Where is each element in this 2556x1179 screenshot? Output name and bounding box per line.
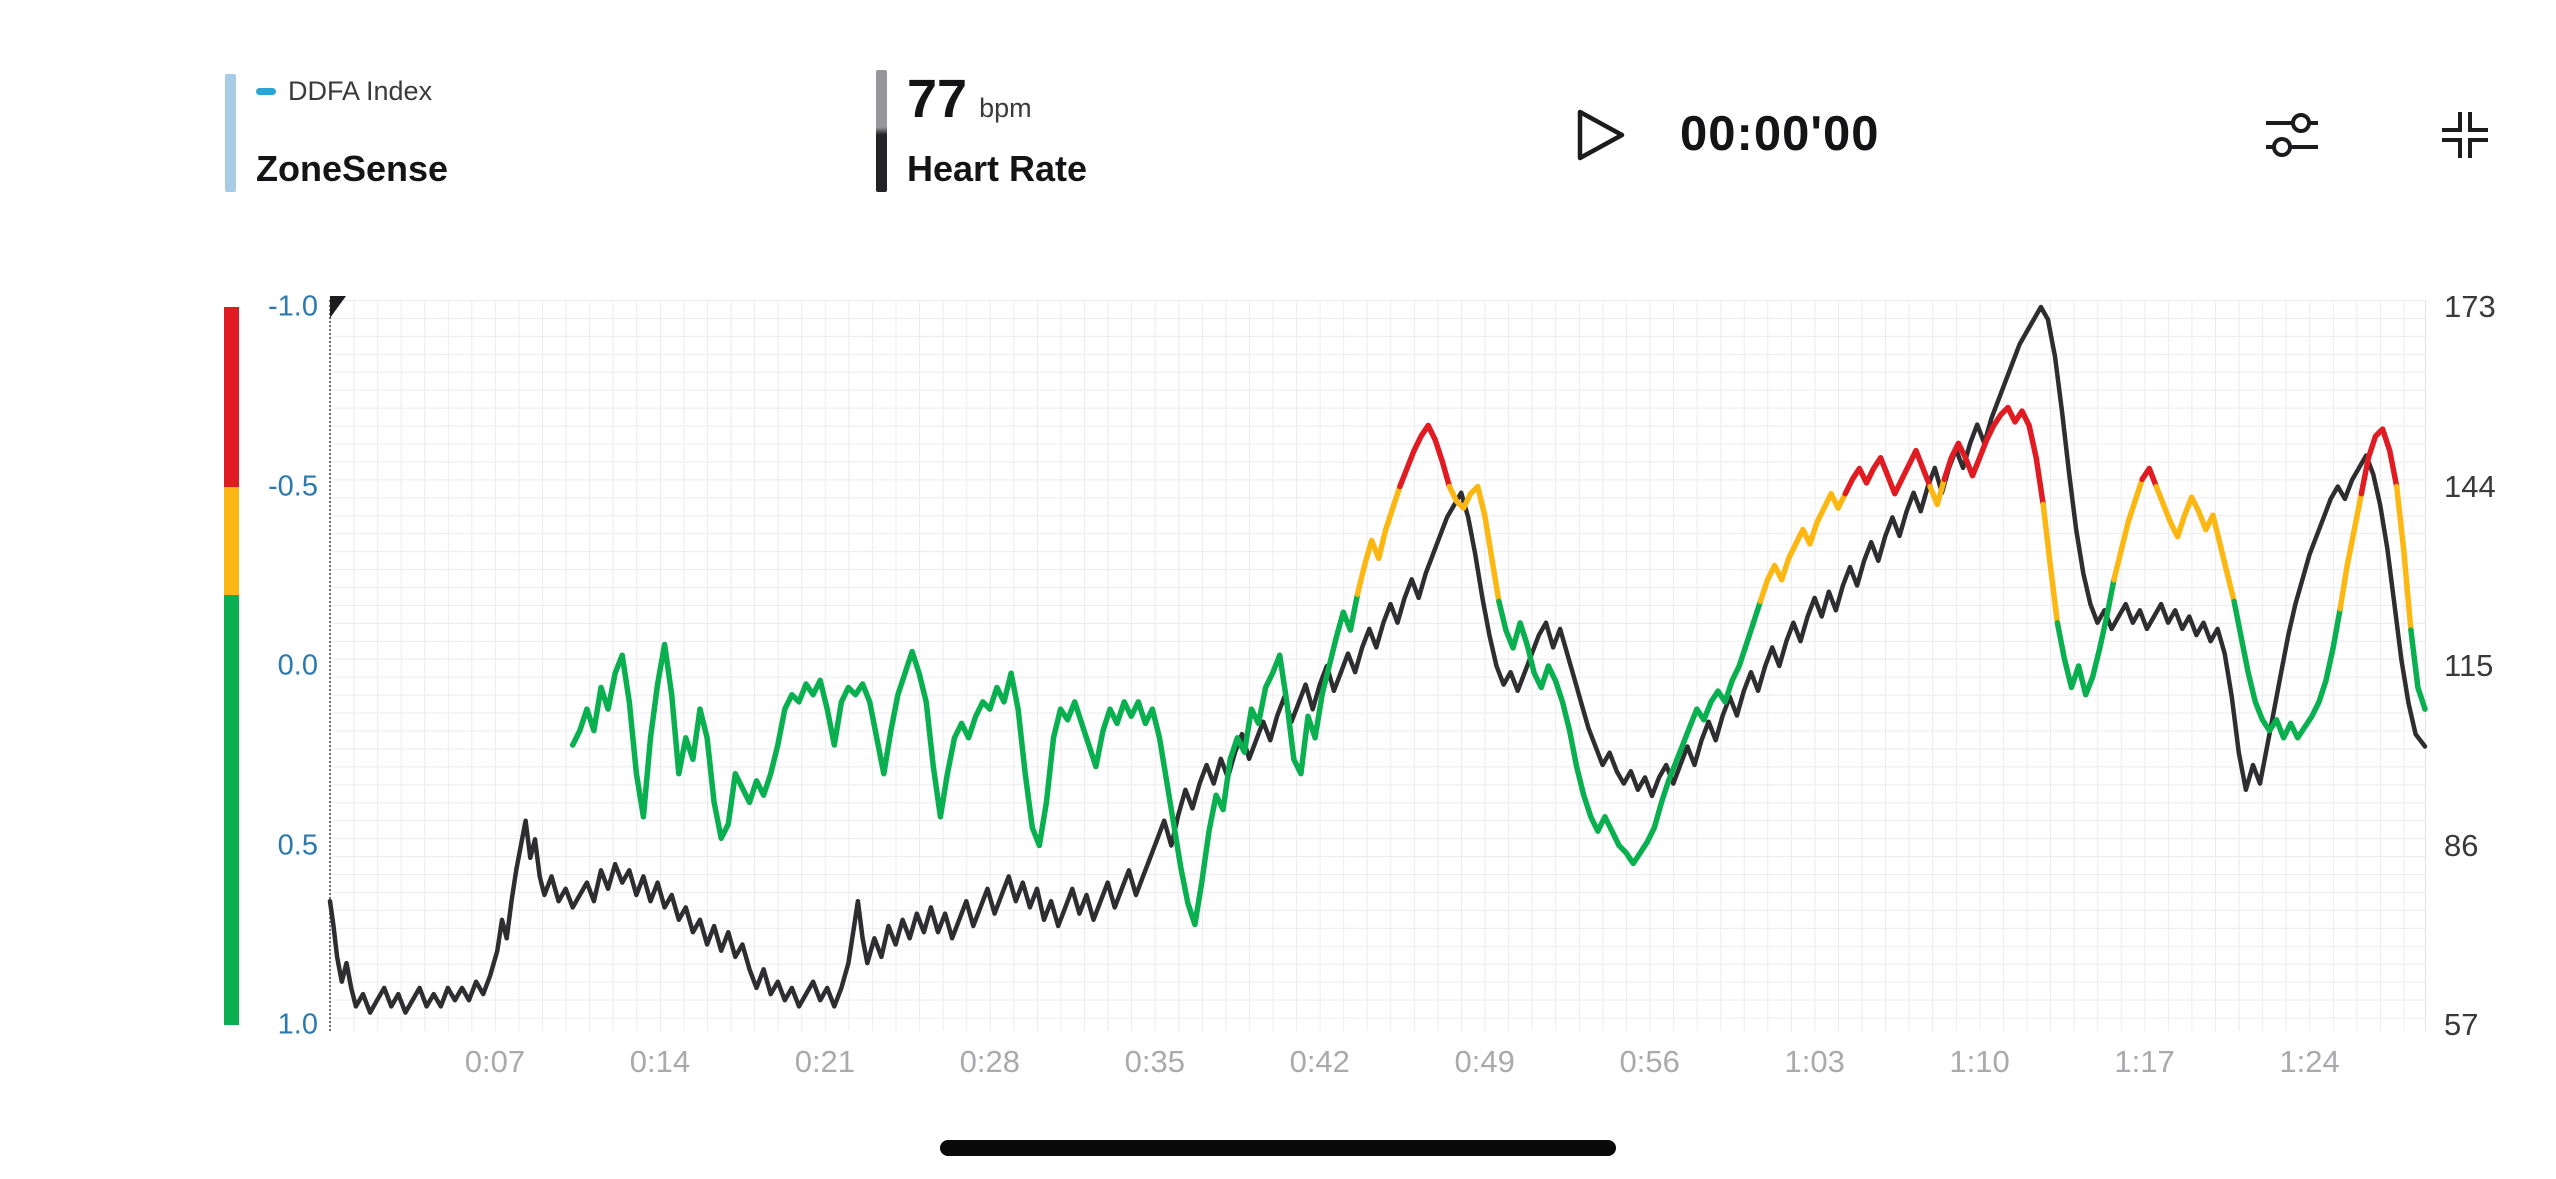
time-tick-label: 1:03 <box>1784 1044 1845 1079</box>
zone-green-segment <box>224 595 239 1025</box>
play-button[interactable] <box>1572 104 1630 166</box>
zonesense-title: ZoneSense <box>256 148 449 189</box>
heart-rate-tick-label: 115 <box>2444 648 2494 683</box>
heart-rate-value: 77 <box>907 69 968 129</box>
fullscreen-icon <box>2436 112 2494 167</box>
heart-rate-tick-label: 57 <box>2444 1007 2479 1042</box>
time-axis: 0:07 0:14 0:21 0:28 0:35 0:42 0:49 0:56 1:03 1:10… <box>0 1044 2556 1084</box>
time-tick-label: 0:35 <box>1124 1044 1185 1079</box>
heart-rate-unit: bpm <box>979 93 1032 123</box>
ddfa-legend-block[interactable]: DDFA Index ZoneSense <box>225 74 448 192</box>
time-tick-label: 0:07 <box>464 1044 526 1079</box>
heart-rate-axis: 173 144 115 86 57 <box>2444 0 2544 1179</box>
ddfa-tick-label: -0.5 <box>268 470 318 502</box>
heart-rate-tick-label: 86 <box>2444 827 2479 863</box>
zone-color-bar <box>224 307 239 1025</box>
zone-red-segment <box>224 307 239 487</box>
ddfa-accent-bar <box>225 74 236 192</box>
sliders-icon <box>2262 113 2322 167</box>
heart-rate-accent-bar <box>876 70 887 192</box>
time-tick-label: 1:17 <box>2114 1044 2175 1079</box>
time-tick-label: 1:10 <box>1949 1044 2010 1079</box>
timer-display: 00:00'00 <box>1680 107 1880 161</box>
ddfa-tick-label: 0.0 <box>277 649 318 682</box>
heart-rate-tick-label: 173 <box>2444 289 2496 324</box>
ddfa-tick-label: 1.0 <box>277 1008 318 1041</box>
ddfa-series-label: DDFA Index <box>288 76 433 106</box>
time-tick-label: 0:28 <box>959 1044 1020 1079</box>
heart-rate-tick-label: 144 <box>2444 468 2496 504</box>
home-indicator[interactable] <box>940 1140 1616 1156</box>
ddfa-axis: -1.0 -0.5 0.0 0.5 1.0 <box>240 0 318 1179</box>
time-tick-label: 0:21 <box>794 1044 856 1079</box>
heart-rate-legend-block[interactable]: 77 bpm Heart Rate <box>876 70 1087 192</box>
play-icon <box>1572 109 1630 169</box>
ddfa-tick-label: 0.5 <box>277 829 318 861</box>
plot-area[interactable] <box>330 300 2426 1031</box>
time-tick-label: 0:56 <box>1619 1044 1680 1079</box>
heart-rate-title: Heart Rate <box>907 148 1088 189</box>
ddfa-series-swatch-icon <box>256 88 276 95</box>
fullscreen-toggle-button[interactable] <box>2436 106 2494 164</box>
time-tick-label: 1:24 <box>2279 1044 2340 1079</box>
time-tick-label: 0:14 <box>629 1044 691 1079</box>
ddfa-tick-label: -1.0 <box>268 290 318 323</box>
time-tick-label: 0:42 <box>1289 1044 1350 1079</box>
playhead-dotted-line <box>329 300 331 1031</box>
time-tick-label: 0:49 <box>1454 1044 1515 1079</box>
zone-yellow-segment <box>224 487 239 595</box>
settings-sliders-button[interactable] <box>2262 106 2322 164</box>
